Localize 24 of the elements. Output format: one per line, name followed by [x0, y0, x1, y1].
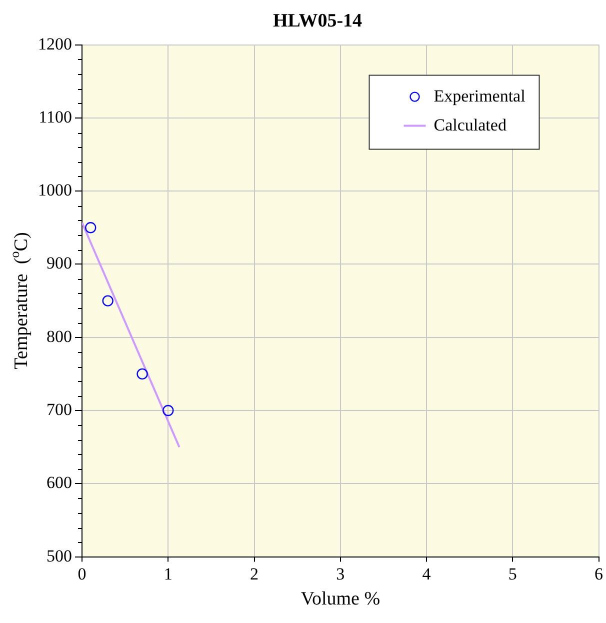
y-tick-label: 1200 [38, 34, 72, 54]
chart-title: HLW05-14 [272, 10, 363, 32]
y-axis-title: Temperature (oC) [6, 232, 32, 370]
point [162, 404, 174, 416]
point [85, 222, 96, 234]
x-tick-label: 4 [422, 564, 432, 584]
y-tick-label: 1100 [38, 107, 72, 126]
x-tick-label: 1 [164, 564, 172, 584]
x-tick-label: 5 [508, 564, 517, 584]
legend-label: Experimental [434, 86, 526, 106]
y-tick-label: 500 [46, 546, 72, 566]
x-tick-label: 6 [594, 564, 603, 584]
point [136, 368, 148, 380]
y-tick-label: 600 [46, 473, 72, 492]
y-tick-label: 900 [46, 254, 72, 273]
y-tick-label: 800 [46, 326, 72, 346]
x-tick-label: 0 [78, 564, 86, 584]
y-tick-label: 1000 [38, 180, 72, 200]
x-tick-label: 3 [336, 564, 345, 584]
x-axis-title: Volume % [300, 588, 380, 610]
point [102, 295, 114, 306]
x-tick-label: 2 [250, 564, 258, 584]
y-tick-label: 700 [46, 400, 72, 419]
legend-label: Calculated [434, 115, 507, 134]
